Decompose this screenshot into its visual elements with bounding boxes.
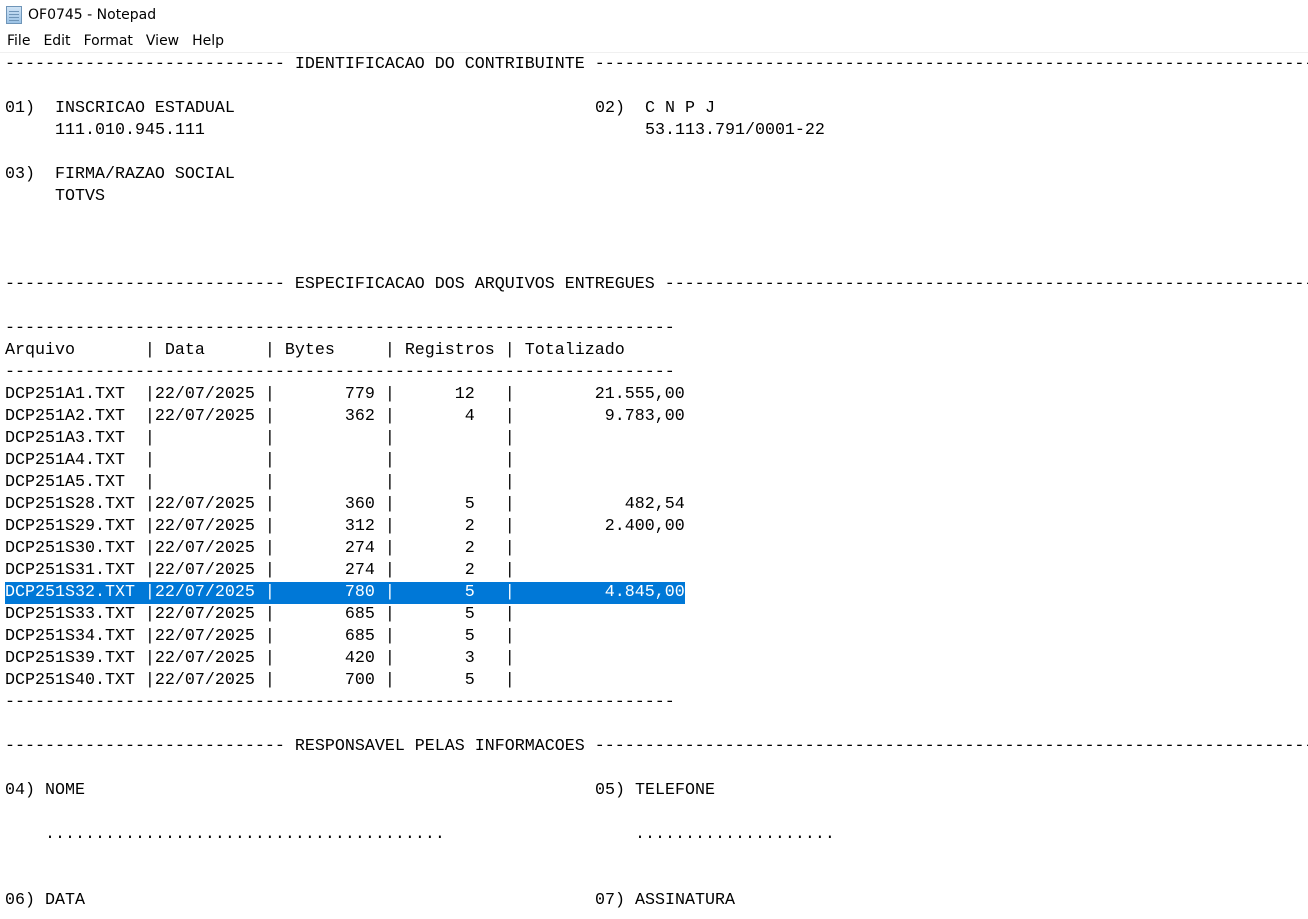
field-07-label: 07) ASSINATURA	[595, 891, 735, 910]
table-row[interactable]: DCP251S30.TXT |22/07/2025 | 274 | 2 |	[5, 539, 515, 558]
field-02-label: 02) C N P J	[595, 99, 715, 118]
window-title: OF0745 - Notepad	[28, 7, 157, 23]
table-row[interactable]: DCP251A3.TXT | | | |	[5, 429, 515, 448]
field-03-label: 03) FIRMA/RAZAO SOCIAL	[5, 165, 235, 184]
table-row[interactable]: DCP251A1.TXT |22/07/2025 | 779 | 12 | 21…	[5, 385, 685, 404]
table-row[interactable]: DCP251A5.TXT | | | |	[5, 473, 515, 492]
menu-help[interactable]: Help	[192, 33, 225, 49]
table-row[interactable]: DCP251S40.TXT |22/07/2025 | 700 | 5 |	[5, 671, 515, 690]
table-row[interactable]: DCP251S33.TXT |22/07/2025 | 685 | 5 |	[5, 605, 515, 624]
field-01-label: 01) INSCRICAO ESTADUAL	[5, 99, 235, 118]
table-row[interactable]: DCP251S39.TXT |22/07/2025 | 420 | 3 |	[5, 649, 515, 668]
table-row[interactable]: DCP251S31.TXT |22/07/2025 | 274 | 2 |	[5, 561, 515, 580]
table-row[interactable]: DCP251S29.TXT |22/07/2025 | 312 | 2 | 2.…	[5, 517, 685, 536]
section-header-especificacao: ---------------------------- ESPECIFICAC…	[5, 275, 1308, 294]
field-04-value: ........................................	[45, 825, 445, 844]
table-row[interactable]: DCP251S34.TXT |22/07/2025 | 685 | 5 |	[5, 627, 515, 646]
table-rule: ----------------------------------------…	[5, 363, 675, 382]
section-header-identificacao: ---------------------------- IDENTIFICAC…	[5, 55, 1308, 74]
table-rule: ----------------------------------------…	[5, 319, 675, 338]
field-05-label: 05) TELEFONE	[595, 781, 715, 800]
field-06-label: 06) DATA	[5, 891, 85, 910]
table-row[interactable]: DCP251S28.TXT |22/07/2025 | 360 | 5 | 48…	[5, 495, 685, 514]
menu-edit[interactable]: Edit	[43, 33, 71, 49]
text-editor[interactable]: ---------------------------- IDENTIFICAC…	[0, 53, 1308, 919]
table-row[interactable]: DCP251A2.TXT |22/07/2025 | 362 | 4 | 9.7…	[5, 407, 685, 426]
table-rule: ----------------------------------------…	[5, 693, 675, 712]
menu-file[interactable]: File	[7, 33, 31, 49]
title-bar: OF0745 - Notepad	[0, 0, 1308, 30]
field-04-label: 04) NOME	[5, 781, 85, 800]
menu-bar: File Edit Format View Help	[0, 30, 1308, 53]
field-05-value: ....................	[635, 825, 835, 844]
table-row-selected[interactable]: DCP251S32.TXT |22/07/2025 | 780 | 5 | 4.…	[5, 582, 685, 604]
field-03-value: TOTVS	[55, 187, 105, 206]
notepad-icon	[6, 6, 22, 24]
field-01-value: 111.010.945.111	[55, 121, 205, 140]
table-header: Arquivo | Data | Bytes | Registros | Tot…	[5, 341, 625, 360]
section-header-responsavel: ---------------------------- RESPONSAVEL…	[5, 737, 1308, 756]
field-02-value: 53.113.791/0001-22	[645, 121, 825, 140]
table-row[interactable]: DCP251A4.TXT | | | |	[5, 451, 515, 470]
menu-view[interactable]: View	[145, 33, 180, 49]
menu-format[interactable]: Format	[83, 33, 133, 49]
